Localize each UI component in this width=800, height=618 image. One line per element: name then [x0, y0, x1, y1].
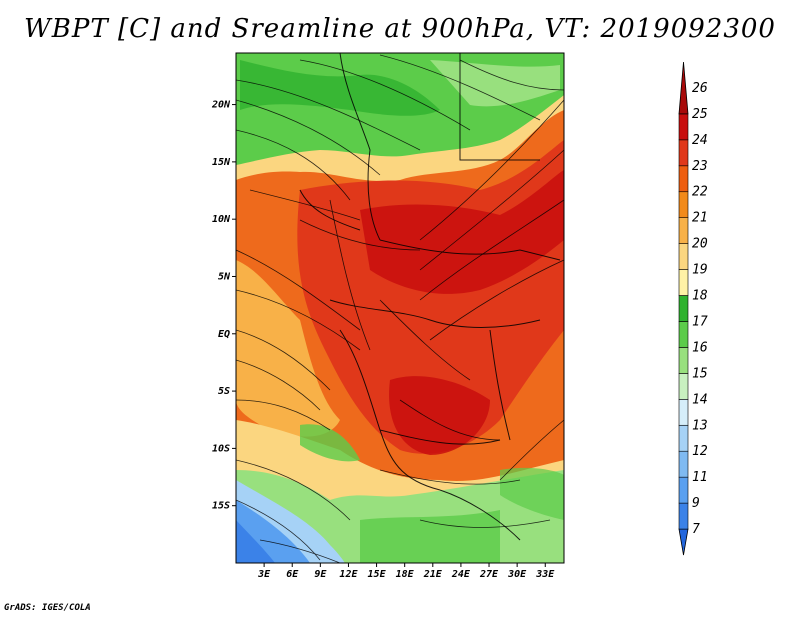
lat-tick-label: EQ: [218, 329, 230, 340]
colorbar-segment: [678, 321, 689, 348]
lon-axis: 3E 6E 9E 12E 15E 18E 21E 24E 27E 30E 33E: [257, 563, 555, 580]
lon-tick-label: 9E: [314, 569, 327, 580]
colorbar-segment: [678, 502, 689, 530]
colorbar-label: 11: [692, 470, 708, 485]
colorbar-segment: [678, 347, 689, 374]
colorbar-label: 13: [692, 418, 708, 433]
lat-axis: 20N 15N 10N 5N EQ 5S 10S 15S: [211, 100, 236, 512]
lat-tick-label: 10S: [212, 443, 230, 454]
colorbar-high-arrow: [678, 61, 689, 115]
lon-tick-label: 6E: [286, 569, 299, 580]
map-title: WBPT [C] and Sreamline at 900hPa, VT: 20…: [24, 14, 776, 44]
colorbar-label: 19: [692, 263, 708, 278]
colorbar-segment: [678, 295, 689, 322]
lon-tick-label: 3E: [257, 569, 271, 580]
colorbar-label: 21: [692, 211, 708, 226]
colorbar-label: 12: [692, 444, 708, 459]
colorbar-label: 16: [692, 340, 708, 355]
colorbar-label: 17: [692, 314, 708, 329]
lat-tick-label: 5N: [218, 271, 231, 282]
lat-tick-label: 5S: [218, 386, 230, 397]
colorbar-label: 22: [692, 185, 708, 200]
lon-tick-label: 18E: [396, 569, 415, 580]
lat-tick-label: 15S: [212, 501, 230, 512]
lon-tick-label: 21E: [423, 569, 443, 580]
colorbar-label: 26: [692, 81, 708, 96]
lon-tick-label: 33E: [535, 569, 555, 580]
colorbar: 7 9 11 12 13 14 15 16 17 18 19 20 21 22 23 24 25 26: [678, 61, 708, 556]
wbpt-field: [236, 53, 564, 563]
colorbar-label: 24: [692, 133, 708, 148]
lon-tick-label: 30E: [507, 569, 527, 580]
colorbar-label: 15: [692, 366, 708, 381]
colorbar-segment: [678, 113, 689, 141]
colorbar-label: 23: [692, 159, 708, 174]
colorbar-segment: [678, 399, 689, 426]
colorbar-label: 25: [692, 107, 708, 122]
colorbar-segment: [678, 450, 689, 478]
lat-tick-label: 15N: [212, 157, 231, 168]
grads-credit: GrADS: IGES/COLA: [4, 603, 91, 613]
lon-tick-label: 15E: [368, 569, 387, 580]
colorbar-low-arrow: [678, 528, 689, 556]
map-frame: [235, 52, 565, 564]
colorbar-segment: [678, 191, 689, 218]
colorbar-segment: [678, 373, 689, 400]
colorbar-label: 18: [692, 289, 708, 304]
lat-tick-label: 10N: [212, 214, 231, 225]
lon-tick-label: 12E: [339, 569, 358, 580]
colorbar-segment: [678, 476, 689, 504]
colorbar-label: 20: [692, 237, 708, 252]
lat-tick-label: 20N: [211, 100, 231, 111]
lon-tick-label: 27E: [479, 569, 499, 580]
colorbar-segment: [678, 424, 689, 452]
colorbar-label: 14: [692, 392, 708, 407]
colorbar-label: 9: [692, 496, 700, 511]
lon-tick-label: 24E: [451, 569, 471, 580]
colorbar-segment: [678, 139, 689, 167]
colorbar-segment: [678, 269, 689, 296]
colorbar-segment: [678, 165, 689, 193]
colorbar-segment: [678, 243, 689, 270]
colorbar-label: 7: [692, 522, 700, 537]
colorbar-segment: [678, 217, 689, 244]
